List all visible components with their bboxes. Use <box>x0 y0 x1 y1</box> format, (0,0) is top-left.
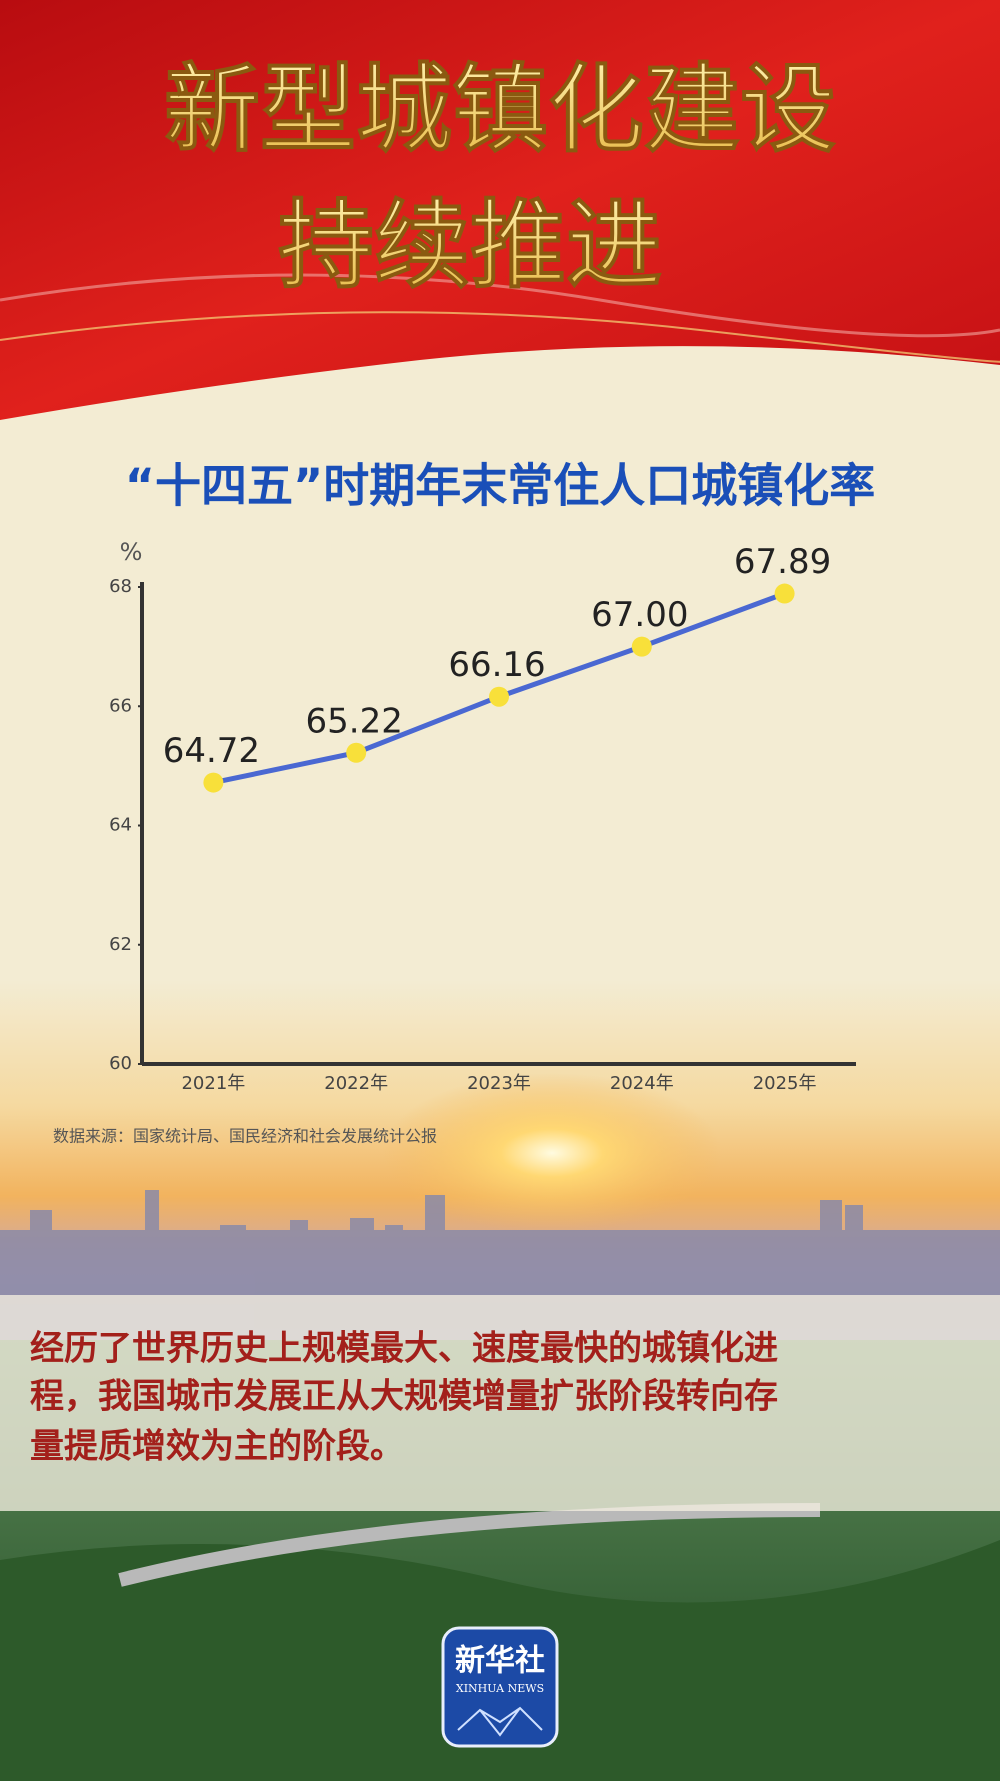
x-tick-label: 2021年 <box>181 1073 245 1094</box>
x-tick-label: 2022年 <box>324 1073 388 1094</box>
logo: 新华社 XINHUA NEWS <box>441 1626 559 1748</box>
logo-subtitle: XINHUA NEWS <box>456 1682 544 1695</box>
point <box>203 772 224 793</box>
data-label: 65.22 <box>306 701 403 741</box>
data-label: 67.00 <box>591 595 688 635</box>
y-tick-label: 68 <box>109 576 132 597</box>
y-tick-label: 62 <box>109 934 132 955</box>
main-title: 持续推进 <box>278 189 662 301</box>
logo-network <box>457 1706 543 1737</box>
data-label: 67.89 <box>734 542 831 582</box>
data-label: 66.16 <box>448 645 545 685</box>
y-tick-label: 64 <box>109 815 132 836</box>
x-tick-label: 2023年 <box>467 1073 531 1094</box>
body-text: 量提质增效为主的阶段。 <box>30 1427 404 1467</box>
sun <box>382 1073 722 1233</box>
y-tick-label: 60 <box>109 1053 132 1074</box>
x-tick-label: 2025年 <box>753 1073 817 1094</box>
point <box>489 686 509 707</box>
chart-title: “十四五”时期年末常住人口城镇化率 <box>125 459 875 513</box>
text-band <box>0 1295 1000 1511</box>
source-note: 数据来源：国家统计局、国民经济和社会发展统计公报 <box>53 1127 437 1146</box>
point <box>774 583 795 604</box>
x-tick-label: 2024年 <box>610 1073 674 1094</box>
main-title: 新型城镇化建设 <box>164 53 836 165</box>
y-tick-label: 66 <box>109 695 132 716</box>
data-label: 64.72 <box>163 731 260 771</box>
y-unit: % <box>120 538 143 566</box>
point <box>631 636 652 657</box>
body-text: 程，我国城市发展正从大规模增量扩张阶段转向存 <box>30 1377 778 1417</box>
point <box>346 742 367 763</box>
chart: 60 62 64 66 68 2021年 2022年 2023年 2024年 2025年 64.72… <box>109 542 856 1094</box>
body-text: 经历了世界历史上规模最大、速度最快的城镇化进 <box>30 1329 778 1369</box>
logo-name: 新华社 <box>455 1644 545 1679</box>
highway <box>118 1503 821 1587</box>
banner-wave <box>0 311 1000 363</box>
banner-wave <box>0 273 1000 338</box>
